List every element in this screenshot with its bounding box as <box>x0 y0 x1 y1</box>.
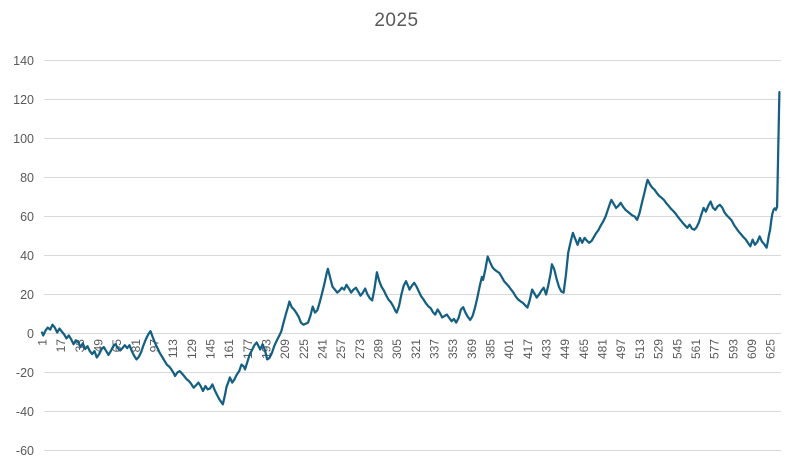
x-tick-label: 273 <box>353 339 367 359</box>
y-tick-label: 60 <box>20 210 34 224</box>
x-tick-label: 625 <box>764 339 778 359</box>
data-series-line <box>40 90 781 406</box>
x-tick-label: 465 <box>577 339 591 359</box>
x-tick-label: 337 <box>428 339 442 359</box>
y-tick-label: 140 <box>13 54 34 68</box>
y-tick-label: -20 <box>16 366 34 380</box>
x-tick-label: 353 <box>446 339 460 359</box>
x-tick-label: 433 <box>540 339 554 359</box>
y-tick-label: -60 <box>16 444 34 458</box>
x-tick-label: 593 <box>726 339 740 359</box>
x-tick-label: 177 <box>241 339 255 359</box>
y-tick-label: 80 <box>20 171 34 185</box>
x-tick-label: 161 <box>222 339 236 359</box>
x-tick-label: 417 <box>521 339 535 359</box>
x-tick-label: 449 <box>558 339 572 359</box>
x-tick-label: 289 <box>372 339 386 359</box>
x-tick-label: 81 <box>129 339 143 353</box>
y-tick-label: -40 <box>16 405 34 419</box>
y-tick-label: 0 <box>27 327 34 341</box>
x-tick-label: 497 <box>614 339 628 359</box>
x-tick-label: 385 <box>484 339 498 359</box>
x-tick-label: 17 <box>54 339 68 353</box>
x-tick-label: 49 <box>92 339 106 353</box>
y-tick-label: 40 <box>20 249 34 263</box>
x-tick-label: 257 <box>334 339 348 359</box>
x-tick-label: 209 <box>278 339 292 359</box>
x-tick-label: 577 <box>708 339 722 359</box>
y-tick-label: 100 <box>13 132 34 146</box>
x-tick-label: 225 <box>297 339 311 359</box>
x-tick-label: 305 <box>390 339 404 359</box>
x-axis-labels: 1 17 33 49 65 81 97 113 129 145 161 177 193 209 225 241… <box>36 339 778 359</box>
x-tick-label: 609 <box>745 339 759 359</box>
gridlines <box>44 60 781 451</box>
x-tick-label: 145 <box>204 339 218 359</box>
x-tick-label: 369 <box>465 339 479 359</box>
y-axis-labels: 140 120 100 80 60 40 20 0 -20 -40 -60 <box>13 54 34 458</box>
x-tick-label: 321 <box>409 339 423 359</box>
x-tick-label: 561 <box>689 339 703 359</box>
x-tick-label: 113 <box>166 339 180 358</box>
x-tick-label: 529 <box>652 339 666 359</box>
y-tick-label: 20 <box>20 288 34 302</box>
x-tick-label: 129 <box>185 339 199 359</box>
x-tick-label: 401 <box>502 339 516 359</box>
x-tick-label: 513 <box>633 339 647 359</box>
chart-title: 2025 <box>374 10 419 31</box>
x-tick-label: 481 <box>596 339 610 359</box>
x-tick-label: 545 <box>670 339 684 359</box>
x-tick-label: 241 <box>316 339 330 359</box>
y-tick-label: 120 <box>13 93 34 107</box>
x-tick-label: 1 <box>36 339 50 346</box>
